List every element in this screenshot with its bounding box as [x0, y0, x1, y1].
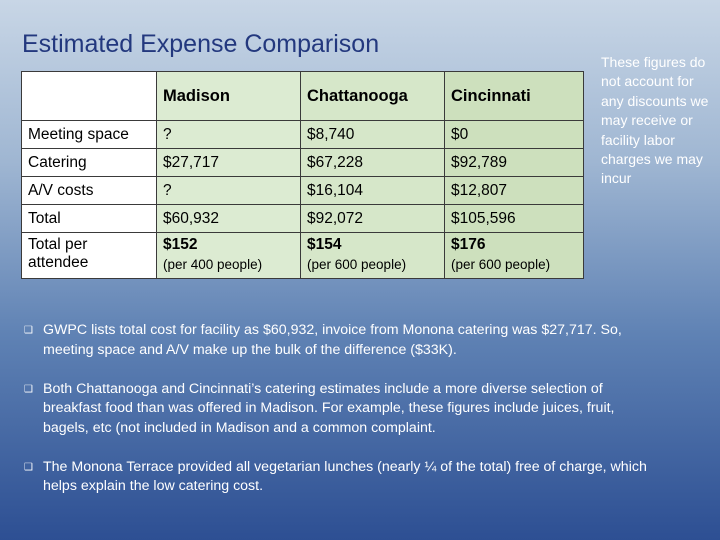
- bullet-text: Both Chattanooga and Cincinnati’s cateri…: [43, 380, 615, 436]
- cell-chattanooga: $67,228: [300, 148, 445, 177]
- cell-chattanooga: $154 (per 600 people): [300, 232, 445, 279]
- cell-chattanooga: $16,104: [300, 176, 445, 205]
- per-attendee-note: (per 600 people): [451, 257, 551, 272]
- header-cincinnati: Cincinnati: [444, 71, 584, 121]
- cell-madison: $27,717: [156, 148, 301, 177]
- bullet-item: ❑ Both Chattanooga and Cincinnati’s cate…: [22, 380, 662, 439]
- bullet-box-icon: ❑: [24, 383, 33, 395]
- row-label: Catering: [21, 148, 157, 177]
- bullet-item: ❑ The Monona Terrace provided all vegeta…: [22, 458, 662, 497]
- bullet-text: GWPC lists total cost for facility as $6…: [43, 322, 622, 358]
- table-header-row: Madison Chattanooga Cincinnati: [21, 71, 584, 121]
- cell-chattanooga: $8,740: [300, 120, 445, 149]
- cell-cincinnati: $176 (per 600 people): [444, 232, 584, 279]
- per-attendee-value: $152: [163, 236, 198, 253]
- row-label: Total: [21, 204, 157, 233]
- row-label: Meeting space: [21, 120, 157, 149]
- header-empty-cell: [21, 71, 157, 121]
- bullet-item: ❑ GWPC lists total cost for facility as …: [22, 321, 662, 360]
- bullet-box-icon: ❑: [24, 325, 33, 336]
- header-chattanooga: Chattanooga: [300, 71, 445, 121]
- cell-madison: $152 (per 400 people): [156, 232, 301, 279]
- header-madison: Madison: [156, 71, 301, 121]
- per-attendee-note: (per 400 people): [163, 257, 263, 272]
- cell-cincinnati: $12,807: [444, 176, 584, 205]
- cell-cincinnati: $92,789: [444, 148, 584, 177]
- cell-chattanooga: $92,072: [300, 204, 445, 233]
- table-row-meeting-space: Meeting space ? $8,740 $0: [21, 120, 584, 149]
- cell-cincinnati: $105,596: [444, 204, 584, 233]
- bullet-list: ❑ GWPC lists total cost for facility as …: [22, 321, 662, 516]
- table-row-catering: Catering $27,717 $67,228 $92,789: [21, 148, 584, 177]
- table-row-per-attendee: Total per attendee $152 (per 400 people)…: [21, 232, 584, 279]
- bullet-text: The Monona Terrace provided all vegetari…: [43, 458, 647, 495]
- cell-cincinnati: $0: [444, 120, 584, 149]
- row-label: Total per attendee: [21, 232, 157, 279]
- bullet-box-icon: ❑: [24, 461, 33, 473]
- per-attendee-value: $176: [451, 236, 486, 253]
- side-note: These figures do not account for any dis…: [601, 54, 709, 187]
- per-attendee-note: (per 600 people): [307, 257, 407, 272]
- per-attendee-value: $154: [307, 236, 342, 253]
- cell-madison: ?: [156, 176, 301, 205]
- slide-title: Estimated Expense Comparison: [22, 30, 380, 58]
- row-label: A/V costs: [21, 176, 157, 205]
- table-row-total: Total $60,932 $92,072 $105,596: [21, 204, 584, 233]
- expense-comparison-table: Madison Chattanooga Cincinnati Meeting s…: [21, 71, 584, 279]
- cell-madison: $60,932: [156, 204, 301, 233]
- table-row-av-costs: A/V costs ? $16,104 $12,807: [21, 176, 584, 205]
- cell-madison: ?: [156, 120, 301, 149]
